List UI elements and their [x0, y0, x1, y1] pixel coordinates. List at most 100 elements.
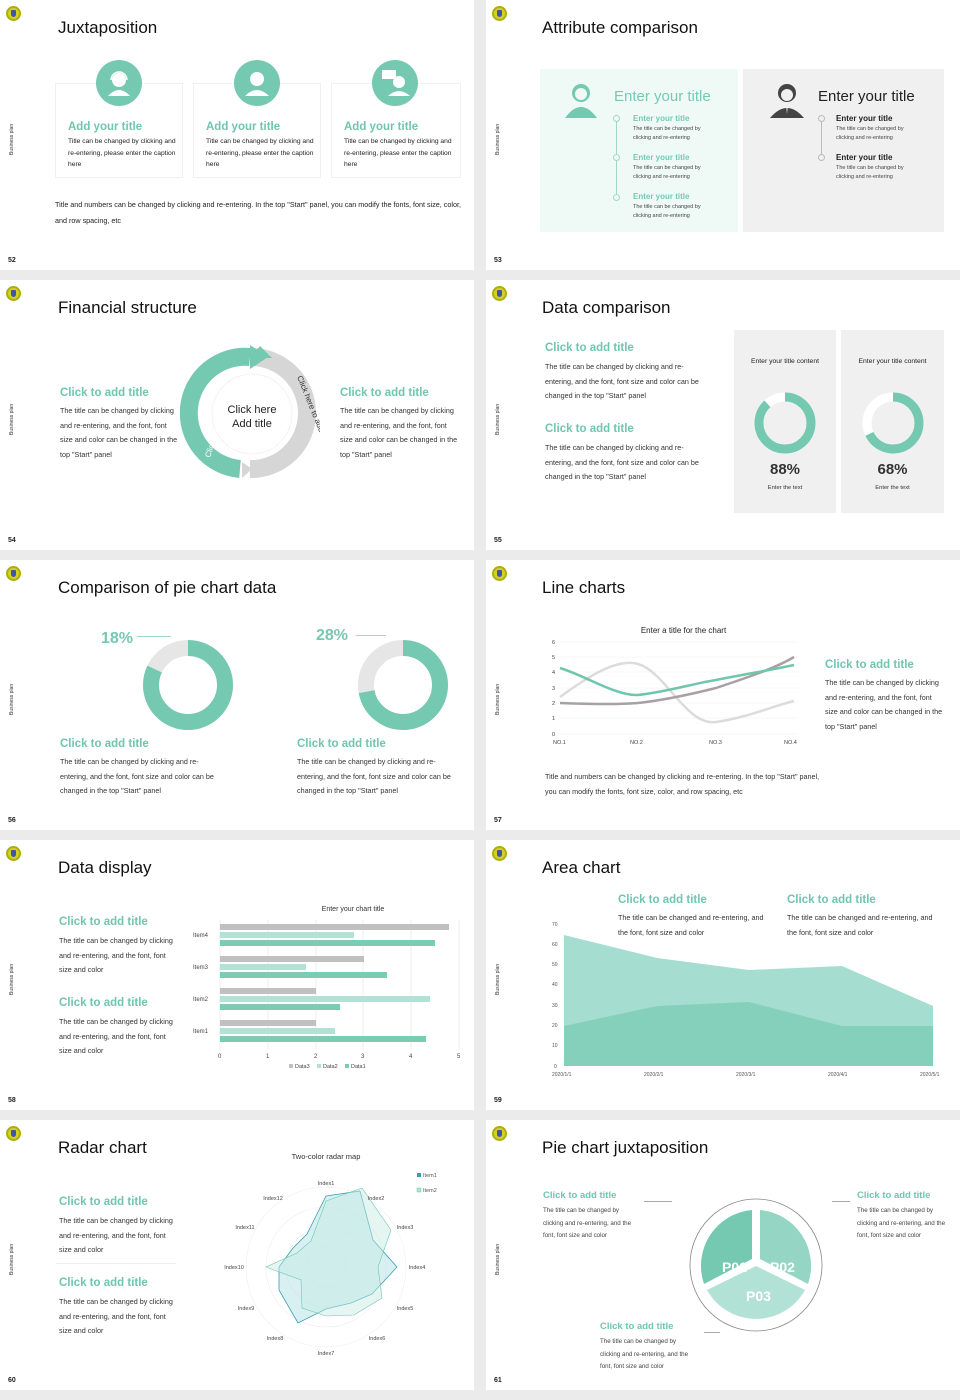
side-label: Business plan — [495, 963, 501, 995]
svg-text:Index3: Index3 — [397, 1225, 414, 1231]
slide-58[interactable]: Business plan Data display Click to add … — [0, 840, 474, 1110]
logo-icon — [6, 6, 21, 21]
page-number: 54 — [8, 537, 16, 544]
svg-text:NO.4: NO.4 — [784, 740, 797, 746]
item-body: The title can be changed by clicking and… — [633, 204, 701, 219]
page-number: 52 — [8, 257, 16, 264]
slide-title: Data comparison — [542, 298, 671, 317]
svg-text:Data1: Data1 — [351, 1064, 366, 1070]
connector-line — [644, 1201, 672, 1202]
timeline-dot — [613, 154, 620, 161]
block-body: The title can be changed by clicking and… — [59, 1216, 173, 1254]
block-body: The title can be changed by clicking and… — [600, 1338, 689, 1370]
svg-text:P02: P02 — [770, 1259, 795, 1275]
svg-text:Item4: Item4 — [193, 933, 209, 939]
slide-60[interactable]: Business plan Radar chart Click to add t… — [0, 1120, 474, 1390]
logo-icon — [492, 566, 507, 581]
right-panel — [743, 69, 944, 232]
svg-text:40: 40 — [552, 982, 558, 988]
item-title: Enter your title — [633, 114, 690, 123]
logo-icon — [6, 1126, 21, 1141]
svg-text:Index9: Index9 — [238, 1306, 255, 1312]
card-title: Add your title — [206, 121, 281, 133]
svg-text:Add title: Add title — [232, 418, 272, 430]
svg-text:Enter your chart title: Enter your chart title — [322, 906, 385, 913]
slide-52[interactable]: Business plan Juxtaposition Add your tit… — [0, 0, 474, 270]
page-number: 56 — [8, 817, 16, 824]
slide-title: Attribute comparison — [542, 18, 698, 37]
left-body: The title can be changed by clicking and… — [60, 406, 178, 459]
svg-text:6: 6 — [552, 640, 555, 646]
slide-59[interactable]: Business plan Area chart 70 60 50 40 30 20 10 0… — [486, 840, 960, 1110]
block-title: Click to add title — [297, 738, 386, 750]
svg-text:50: 50 — [552, 962, 558, 968]
block-body: The title can be changed by clicking and… — [297, 757, 451, 795]
slide-56[interactable]: Business plan Comparison of pie chart da… — [0, 560, 474, 830]
slide-61[interactable]: Business plan Pie chart juxtaposition P0… — [486, 1120, 960, 1390]
svg-text:Index6: Index6 — [369, 1336, 386, 1342]
cycle-diagram: Click here Add title Click here to add t… — [180, 345, 320, 479]
svg-text:0: 0 — [554, 1064, 557, 1070]
svg-text:2: 2 — [552, 701, 555, 707]
svg-text:Index12: Index12 — [263, 1196, 283, 1202]
svg-text:Index10: Index10 — [224, 1265, 244, 1271]
svg-text:Item2: Item2 — [423, 1188, 437, 1194]
timeline-dot — [818, 154, 825, 161]
svg-text:Two-color radar map: Two-color radar map — [292, 1152, 361, 1161]
item-body: The title can be changed by clicking and… — [836, 126, 904, 141]
slide-title: Financial structure — [58, 298, 197, 317]
svg-text:30: 30 — [552, 1003, 558, 1009]
side-label: Business plan — [495, 403, 501, 435]
block-title: Click to add title — [787, 894, 876, 906]
slide-title: Juxtaposition — [58, 18, 158, 37]
block-body: The title can be changed by clicking and… — [545, 362, 699, 400]
block-body: The title can be changed by clicking and… — [60, 757, 214, 795]
headset-person-icon — [96, 60, 142, 106]
slide-title: Line charts — [542, 578, 626, 597]
svg-text:70: 70 — [552, 922, 558, 928]
slide-title: Pie chart juxtaposition — [542, 1138, 709, 1157]
side-label: Business plan — [9, 123, 15, 155]
side-label: Business plan — [9, 1243, 15, 1275]
svg-text:Data3: Data3 — [295, 1064, 310, 1070]
slide-57[interactable]: Business plan Line charts Enter a title … — [486, 560, 960, 830]
svg-text:0: 0 — [218, 1054, 222, 1060]
svg-text:Index11: Index11 — [235, 1225, 254, 1231]
block-body: The title can be changed by clicking and… — [59, 1297, 173, 1335]
stat-panel — [734, 330, 836, 513]
side-label: Business plan — [495, 123, 501, 155]
block-title: Click to add title — [59, 997, 148, 1009]
side-label: Business plan — [9, 683, 15, 715]
svg-text:5: 5 — [552, 655, 555, 661]
block-body: The title can be changed and re-entering… — [787, 913, 933, 937]
donut-label: 18% — [101, 630, 134, 647]
svg-text:4: 4 — [552, 670, 555, 676]
slide-title: Area chart — [542, 858, 621, 877]
item-body: The title can be changed by clicking and… — [633, 165, 701, 180]
card-title: Add your title — [68, 121, 143, 133]
right-heading: Enter your title — [818, 88, 915, 105]
slide-54[interactable]: Business plan Financial structure Click … — [0, 280, 474, 550]
divider — [56, 1263, 176, 1264]
svg-text:2020/1/1: 2020/1/1 — [552, 1072, 572, 1078]
person-icon — [565, 84, 597, 118]
side-title: Click to add title — [825, 659, 914, 671]
donut-88 — [754, 392, 816, 454]
left-title: Click to add title — [60, 387, 149, 399]
slide-53[interactable]: Business plan Attribute comparison Enter… — [486, 0, 960, 270]
svg-text:0: 0 — [552, 732, 555, 738]
stat-panel — [841, 330, 944, 513]
logo-icon — [6, 286, 21, 301]
page-number: 53 — [494, 257, 502, 264]
right-title: Click to add title — [340, 387, 429, 399]
card-body: Title can be changed by clicking and re-… — [68, 138, 176, 168]
right-body: The title can be changed by clicking and… — [340, 406, 458, 459]
page-number: 58 — [8, 1097, 16, 1104]
slide-55[interactable]: Business plan Data comparison Click to a… — [486, 280, 960, 550]
side-body: The title can be changed by clicking and… — [825, 678, 943, 731]
segmented-pie: P01 P02 P03 — [689, 1198, 823, 1332]
svg-text:P01: P01 — [722, 1259, 747, 1275]
logo-icon — [6, 846, 21, 861]
timeline-line — [821, 120, 822, 158]
